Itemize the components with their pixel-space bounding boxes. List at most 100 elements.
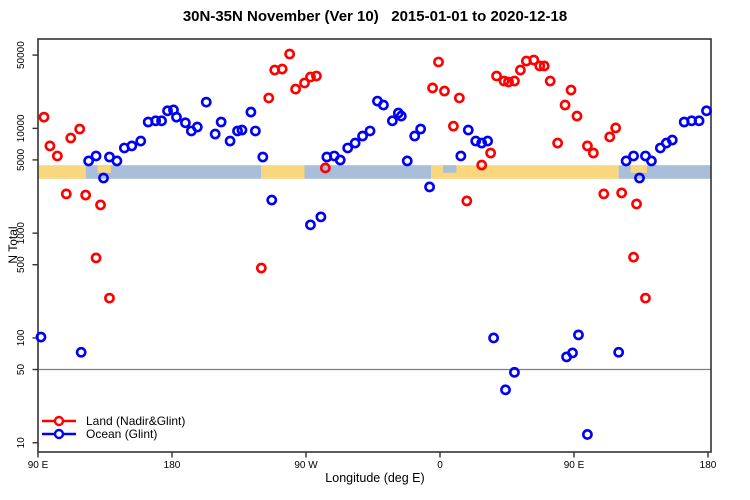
land-ocean-band-segment bbox=[38, 165, 86, 179]
data-point-ocean bbox=[395, 110, 407, 122]
data-point-land bbox=[311, 70, 322, 82]
land-ocean-band-patch bbox=[630, 165, 647, 173]
data-point-land bbox=[598, 188, 610, 200]
data-point-ocean bbox=[634, 172, 645, 184]
data-point-land bbox=[565, 84, 577, 96]
data-point-land bbox=[498, 75, 510, 87]
data-point-land bbox=[38, 111, 50, 123]
data-point-ocean bbox=[179, 117, 191, 129]
data-point-land bbox=[476, 159, 488, 171]
y-tick-label: 50 bbox=[16, 364, 27, 376]
data-point-ocean bbox=[424, 181, 435, 193]
data-point-ocean bbox=[462, 124, 474, 136]
data-point-ocean bbox=[257, 151, 269, 163]
legend: Land (Nadir&Glint) Ocean (Glint) bbox=[41, 413, 186, 441]
data-point-land bbox=[44, 140, 56, 152]
data-point-ocean bbox=[401, 155, 413, 167]
data-point-ocean bbox=[357, 130, 368, 142]
data-point-land bbox=[104, 292, 115, 304]
data-point-land bbox=[95, 199, 106, 211]
data-point-ocean bbox=[200, 96, 212, 108]
data-point-land bbox=[515, 64, 526, 76]
data-point-land bbox=[610, 122, 622, 134]
data-point-land bbox=[503, 76, 514, 88]
y-tick-label: 10000 bbox=[16, 114, 27, 142]
data-point-ocean bbox=[476, 137, 488, 149]
data-point-land bbox=[538, 60, 550, 72]
data-point-land bbox=[284, 48, 296, 60]
data-point-ocean bbox=[150, 115, 162, 127]
data-point-ocean bbox=[409, 130, 421, 142]
data-point-land bbox=[453, 92, 465, 104]
land-ocean-band-patch bbox=[442, 165, 457, 173]
data-point-land bbox=[305, 71, 316, 83]
land-ocean-band-patch bbox=[97, 165, 111, 173]
data-point-land bbox=[255, 262, 267, 274]
data-point-land bbox=[571, 110, 583, 122]
y-tick-label: 500 bbox=[16, 256, 27, 273]
land-ocean-band-segment bbox=[304, 165, 432, 179]
data-point-ocean bbox=[509, 366, 520, 378]
data-point-ocean bbox=[191, 121, 203, 133]
data-point-land bbox=[80, 189, 92, 201]
data-point-ocean bbox=[567, 347, 578, 359]
data-point-ocean bbox=[582, 429, 593, 440]
data-point-ocean bbox=[224, 135, 236, 147]
data-point-ocean bbox=[305, 219, 316, 231]
data-point-ocean bbox=[386, 115, 398, 127]
data-point-land bbox=[299, 77, 310, 89]
data-point-land bbox=[427, 82, 438, 94]
legend-item-ocean: Ocean (Glint) bbox=[41, 426, 185, 441]
data-point-ocean bbox=[126, 140, 138, 152]
y-tick-label: 50000 bbox=[16, 41, 27, 69]
data-point-ocean bbox=[334, 154, 346, 166]
plot-frame bbox=[37, 38, 712, 453]
data-point-ocean bbox=[83, 155, 95, 167]
data-point-land bbox=[604, 131, 616, 143]
data-point-ocean bbox=[232, 125, 243, 137]
data-point-land bbox=[90, 252, 102, 264]
data-point-land bbox=[263, 92, 275, 104]
data-point-land bbox=[631, 198, 642, 210]
x-tick-label: 0 bbox=[437, 460, 443, 471]
data-point-land bbox=[461, 195, 473, 207]
data-point-ocean bbox=[666, 134, 678, 146]
data-point-ocean bbox=[620, 155, 632, 167]
data-point-ocean bbox=[315, 211, 327, 223]
y-tick-label: 10 bbox=[16, 437, 27, 449]
data-point-ocean bbox=[500, 384, 511, 396]
data-point-ocean bbox=[245, 106, 257, 118]
data-point-land bbox=[290, 83, 301, 95]
data-point-ocean bbox=[701, 105, 712, 117]
data-point-ocean bbox=[415, 123, 427, 135]
land-key-icon bbox=[42, 415, 76, 426]
data-point-ocean bbox=[628, 150, 639, 162]
data-point-ocean bbox=[98, 172, 109, 184]
data-point-land bbox=[587, 147, 599, 159]
data-point-ocean bbox=[90, 150, 102, 162]
data-point-land bbox=[447, 120, 459, 132]
data-point-land bbox=[582, 140, 593, 152]
data-point-ocean bbox=[378, 99, 389, 111]
x-tick-label: 90 E bbox=[564, 460, 585, 471]
data-point-ocean bbox=[349, 137, 361, 149]
data-point-ocean bbox=[215, 116, 227, 128]
legend-label-land: Land (Nadir&Glint) bbox=[86, 413, 186, 428]
data-point-land bbox=[65, 132, 77, 144]
data-point-land bbox=[552, 137, 564, 149]
legend-label-ocean: Ocean (Glint) bbox=[86, 426, 158, 441]
data-point-ocean bbox=[613, 346, 625, 358]
data-point-ocean bbox=[470, 135, 482, 147]
ocean-key-icon bbox=[42, 428, 76, 439]
data-point-ocean bbox=[364, 125, 376, 137]
data-point-ocean bbox=[249, 125, 261, 137]
y-tick-label: 1000 bbox=[16, 222, 27, 245]
data-point-land bbox=[640, 292, 651, 304]
chart-title: 30N-35N November (Ver 10) 2015-01-01 to … bbox=[182, 8, 568, 25]
data-point-ocean bbox=[111, 155, 123, 167]
data-point-land bbox=[319, 162, 331, 174]
data-point-land bbox=[509, 75, 520, 87]
data-point-land bbox=[616, 187, 628, 199]
data-point-ocean bbox=[209, 128, 221, 140]
